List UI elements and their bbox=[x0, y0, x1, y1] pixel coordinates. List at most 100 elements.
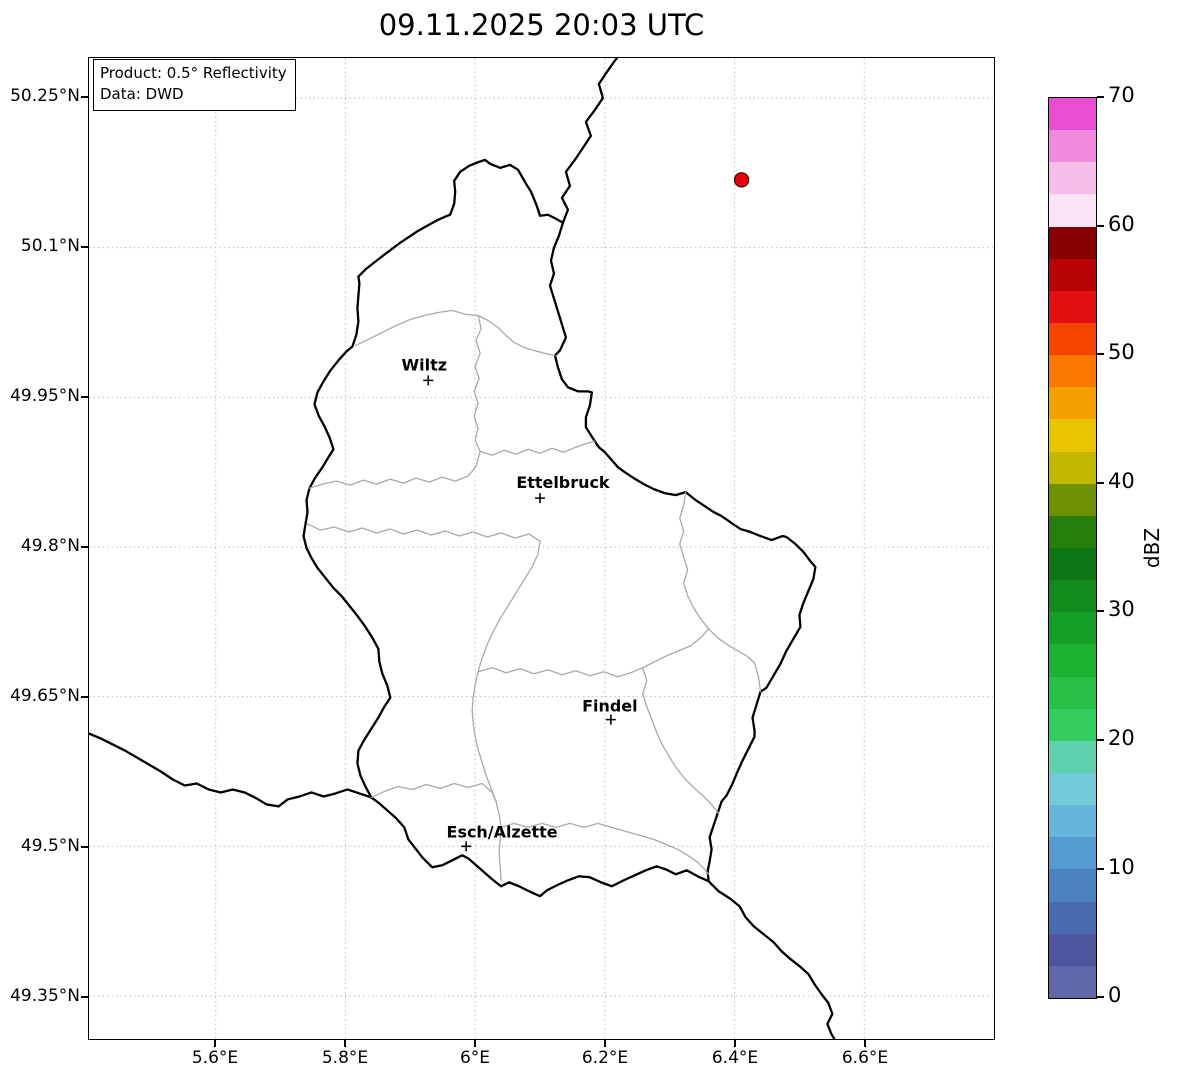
x-axis-tick-label: 6.2°E bbox=[581, 1048, 629, 1068]
city-marker-wiltz bbox=[423, 375, 434, 386]
canton-border bbox=[471, 540, 541, 881]
colorbar-tick-mark bbox=[1097, 610, 1104, 612]
france-belgium-border bbox=[89, 732, 373, 808]
colorbar-segment bbox=[1049, 355, 1096, 388]
radar-dot-layer bbox=[733, 172, 750, 188]
france-germany-border bbox=[707, 880, 836, 1039]
canton-border bbox=[477, 628, 710, 678]
colorbar-tick-label: 50 bbox=[1108, 340, 1135, 364]
colorbar-tick-label: 0 bbox=[1108, 983, 1122, 1007]
colorbar-segment bbox=[1049, 901, 1096, 934]
colorbar-tick-mark bbox=[1097, 739, 1104, 741]
colorbar-tick-label: 10 bbox=[1108, 855, 1135, 879]
colorbar-segment bbox=[1049, 322, 1096, 356]
colorbar-tick-label: 30 bbox=[1108, 597, 1135, 621]
canton-border bbox=[500, 822, 710, 875]
belgium-germany-border bbox=[560, 58, 618, 224]
colorbar-tick-mark bbox=[1097, 868, 1104, 870]
y-axis-tick-label: 49.65°N bbox=[10, 686, 80, 706]
x-axis-tick-mark bbox=[344, 1040, 346, 1047]
city-label-ettelbruck: Ettelbruck bbox=[516, 473, 610, 492]
colorbar-segment bbox=[1049, 419, 1096, 452]
colorbar-segment bbox=[1049, 837, 1096, 870]
colorbar bbox=[1048, 97, 1097, 999]
city-marker-esch-alzette bbox=[461, 841, 472, 852]
colorbar-tick-mark bbox=[1097, 96, 1104, 98]
canton-border bbox=[473, 314, 482, 452]
colorbar-segment bbox=[1049, 258, 1096, 291]
colorbar-segment bbox=[1049, 933, 1096, 966]
colorbar-segment bbox=[1049, 740, 1096, 773]
y-axis-tick-label: 49.95°N bbox=[10, 386, 80, 406]
y-axis-tick-mark bbox=[81, 246, 88, 248]
city-marker-findel bbox=[605, 714, 616, 725]
y-axis-tick-mark bbox=[81, 396, 88, 398]
x-axis-tick-label: 5.6°E bbox=[191, 1048, 239, 1068]
product-info-line1: Product: 0.5° Reflectivity bbox=[100, 64, 287, 82]
colorbar-segment bbox=[1049, 612, 1096, 645]
canton-border bbox=[354, 309, 556, 357]
y-axis-tick-label: 50.25°N bbox=[10, 86, 80, 106]
canton-border bbox=[679, 491, 762, 693]
x-axis-tick-label: 6.4°E bbox=[711, 1048, 759, 1068]
colorbar-segment bbox=[1049, 130, 1096, 163]
colorbar-tick-mark bbox=[1097, 996, 1104, 998]
map-plot-area: Wiltz Ettelbruck Findel Esch/Alzette Produc… bbox=[88, 57, 995, 1040]
city-marker-ettelbruck bbox=[535, 493, 545, 504]
colorbar-segment bbox=[1049, 162, 1096, 195]
colorbar-segment bbox=[1049, 772, 1096, 806]
colorbar-tick-mark bbox=[1097, 353, 1104, 355]
y-axis-tick-mark bbox=[81, 996, 88, 998]
country-borders-layer bbox=[89, 58, 836, 1039]
canton-border bbox=[308, 440, 596, 489]
canton-border bbox=[642, 667, 720, 815]
city-label-esch-alzette: Esch/Alzette bbox=[447, 822, 558, 841]
colorbar-segment bbox=[1049, 805, 1096, 838]
map-canvas: Wiltz Ettelbruck Findel Esch/Alzette bbox=[89, 58, 994, 1039]
colorbar-unit-label: dBZ bbox=[1140, 527, 1164, 569]
canton-borders-layer bbox=[306, 309, 762, 881]
city-markers-layer: Wiltz Ettelbruck Findel Esch/Alzette bbox=[402, 355, 638, 852]
canton-border bbox=[306, 523, 541, 542]
colorbar-segment bbox=[1049, 451, 1096, 484]
colorbar-segment bbox=[1049, 708, 1096, 741]
colorbar-tick-mark bbox=[1097, 482, 1104, 484]
x-axis-tick-mark bbox=[214, 1040, 216, 1047]
y-axis-tick-label: 49.5°N bbox=[20, 836, 80, 856]
product-info-box: Product: 0.5° Reflectivity Data: DWD bbox=[93, 59, 296, 111]
colorbar-segment bbox=[1049, 869, 1096, 902]
colorbar-segment bbox=[1049, 547, 1096, 581]
x-axis-tick-label: 6.6°E bbox=[841, 1048, 889, 1068]
city-label-wiltz: Wiltz bbox=[402, 355, 447, 374]
colorbar-segment bbox=[1049, 483, 1096, 516]
colorbar-segment bbox=[1049, 290, 1096, 323]
y-axis-tick-mark bbox=[81, 546, 88, 548]
y-axis-tick-label: 49.8°N bbox=[20, 536, 80, 556]
x-axis-tick-mark bbox=[864, 1040, 866, 1047]
y-axis-tick-mark bbox=[81, 696, 88, 698]
colorbar-tick-label: 60 bbox=[1108, 212, 1135, 236]
colorbar-segment bbox=[1049, 515, 1096, 548]
product-info-line2: Data: DWD bbox=[100, 85, 184, 103]
colorbar-segment bbox=[1049, 387, 1096, 420]
figure-title: 09.11.2025 20:03 UTC bbox=[378, 8, 705, 42]
colorbar-tick-label: 20 bbox=[1108, 726, 1135, 750]
colorbar-segment bbox=[1049, 98, 1096, 131]
colorbar-segment bbox=[1049, 965, 1096, 998]
y-axis-tick-mark bbox=[81, 846, 88, 848]
x-axis-tick-label: 6°E bbox=[459, 1048, 491, 1068]
x-axis-tick-label: 5.8°E bbox=[321, 1048, 369, 1068]
y-axis-tick-label: 49.35°N bbox=[10, 986, 80, 1006]
radar-site-dot bbox=[733, 172, 750, 188]
colorbar-tick-mark bbox=[1097, 225, 1104, 227]
city-label-findel: Findel bbox=[582, 697, 637, 716]
colorbar-segment bbox=[1049, 676, 1096, 709]
colorbar-tick-label: 70 bbox=[1108, 83, 1135, 107]
canton-border bbox=[370, 782, 497, 803]
colorbar-segment bbox=[1049, 644, 1096, 677]
colorbar-segment bbox=[1049, 580, 1096, 613]
luxembourg-border bbox=[302, 158, 817, 898]
x-axis-tick-mark bbox=[604, 1040, 606, 1047]
grid-layer bbox=[89, 58, 994, 1039]
